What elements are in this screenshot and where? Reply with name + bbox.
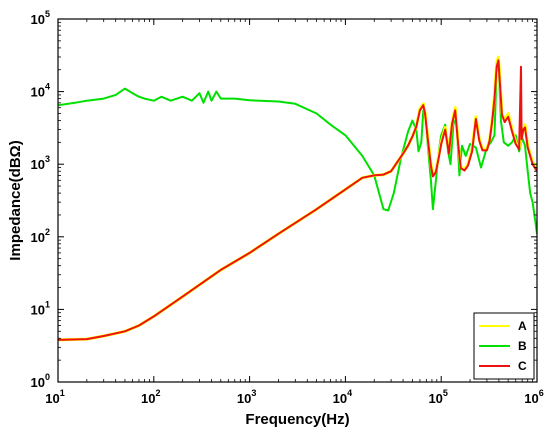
x-tick-label: 105 bbox=[428, 388, 447, 406]
x-tick-label: 106 bbox=[524, 388, 543, 406]
y-axis-label: Impedance(dBΩ) bbox=[7, 140, 24, 260]
legend-label-C: C bbox=[518, 359, 527, 373]
series-line-B bbox=[58, 65, 537, 234]
series-line-A bbox=[58, 55, 537, 342]
y-tick-label: 103 bbox=[31, 154, 50, 172]
legend-label-B: B bbox=[518, 339, 527, 353]
x-axis-label: Frequency(Hz) bbox=[245, 411, 349, 428]
x-axis-ticks: 101 102 103 104 105 106 bbox=[45, 19, 544, 406]
x-tick-label: 103 bbox=[237, 388, 256, 406]
plot-frame bbox=[57, 18, 538, 383]
legend-label-A: A bbox=[518, 319, 527, 333]
x-tick-label: 101 bbox=[45, 388, 64, 406]
y-tick-label: 102 bbox=[31, 227, 50, 245]
y-axis-ticks: 100 101 102 103 104 105 bbox=[31, 9, 537, 390]
x-tick-label: 104 bbox=[333, 388, 352, 406]
y-tick-label: 100 bbox=[31, 372, 50, 390]
legend: ABC bbox=[473, 312, 535, 380]
series-curves bbox=[58, 55, 537, 342]
series-line-C bbox=[58, 59, 537, 341]
x-tick-label: 102 bbox=[141, 388, 160, 406]
y-tick-label: 104 bbox=[31, 82, 50, 100]
y-tick-label: 101 bbox=[31, 299, 50, 317]
y-tick-label: 105 bbox=[31, 9, 50, 27]
